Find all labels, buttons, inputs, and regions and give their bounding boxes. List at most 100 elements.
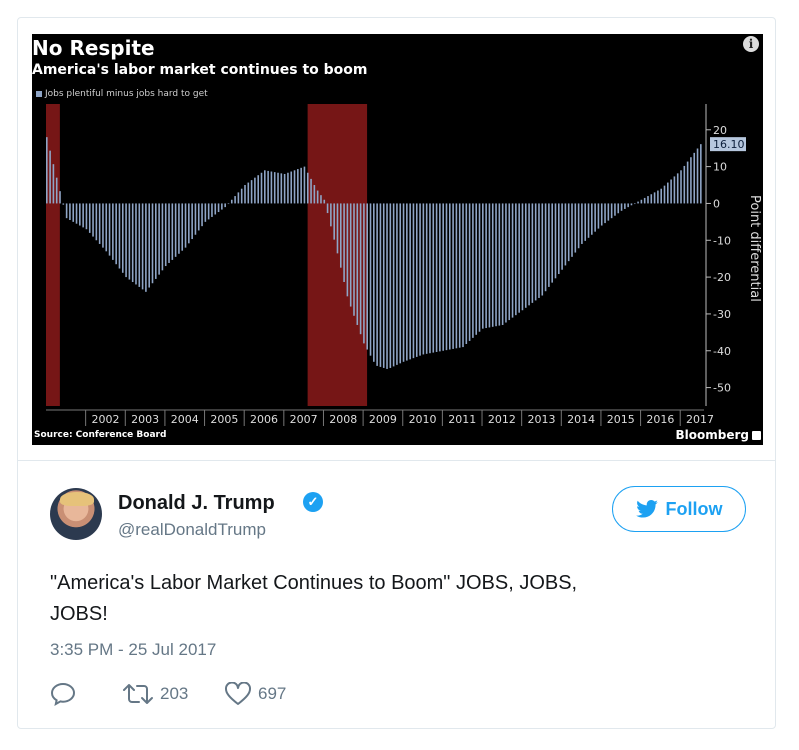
chart-bar [303, 166, 306, 204]
chart-bar [600, 203, 603, 226]
verified-badge-icon: ✓ [303, 492, 323, 512]
chart-bar [346, 203, 349, 297]
y-tick-label: 0 [713, 197, 720, 210]
x-tick-label: 2013 [527, 413, 555, 426]
chart-bar [300, 167, 302, 204]
chart-bar [577, 203, 580, 249]
chart-bar [181, 203, 184, 251]
chart-bar [151, 203, 154, 284]
chart-bar [382, 203, 385, 368]
chart-bar [548, 203, 550, 287]
chart-bar [676, 173, 679, 204]
chart-bar [376, 203, 378, 366]
chart-bar [690, 157, 692, 204]
chart-bar [693, 152, 696, 204]
chart-bar [396, 203, 398, 365]
chart-bar [356, 203, 359, 325]
x-tick-label: 2006 [250, 413, 278, 426]
chart-bar [353, 203, 355, 316]
chart-image[interactable]: 20 10 0 -10 -20 -30 -40 -50 16.10 Point different… [32, 34, 763, 445]
reply-button[interactable] [50, 682, 76, 706]
retweet-button[interactable]: 203 [122, 682, 188, 706]
chart-bar [59, 191, 61, 204]
chart-bar [250, 180, 253, 204]
chart-bar [607, 203, 610, 221]
chart-bar [455, 203, 458, 349]
chart-bar [458, 203, 461, 348]
chart-bar [462, 203, 464, 348]
chart-bar [617, 203, 620, 214]
chart-bar [478, 203, 481, 332]
chart-bar [158, 203, 160, 275]
chart-bar [72, 203, 75, 222]
divider [18, 460, 775, 461]
tweet-text-line-2: JOBS! [50, 603, 108, 625]
y-tick-label: -40 [713, 345, 731, 358]
chart-bar [482, 203, 484, 329]
chart-bar [188, 203, 190, 244]
chart-bar [700, 144, 702, 204]
chart-bar [244, 185, 246, 204]
chart-bar [673, 176, 676, 204]
chart-bar [389, 203, 392, 368]
chart-bar [369, 203, 372, 356]
chart-bar [657, 190, 659, 204]
tweet-card: 20 10 0 -10 -20 -30 -40 -50 16.10 Point different… [17, 17, 776, 729]
chart-bar [485, 203, 487, 329]
chart-legend: Jobs plentiful minus jobs hard to get [36, 89, 208, 99]
avatar[interactable] [50, 488, 102, 540]
chart-bar [237, 192, 240, 204]
x-tick-label: 2015 [607, 413, 635, 426]
chart-bar [591, 203, 593, 235]
chart-bar [171, 203, 174, 260]
x-tick-label: 2017 [686, 413, 714, 426]
chart-bar [141, 203, 144, 290]
chart-bar [432, 203, 435, 353]
chart-bar [465, 203, 468, 345]
chart-bar [85, 203, 88, 230]
x-tick-label: 2012 [488, 413, 516, 426]
follow-button[interactable]: Follow [612, 486, 746, 532]
chart-bar [121, 203, 124, 273]
follow-label: Follow [665, 498, 723, 519]
user-handle[interactable]: @realDonaldTrump [118, 520, 266, 539]
chart-bar [419, 203, 421, 356]
bloomberg-icon [752, 431, 761, 440]
chart-bar [472, 203, 474, 338]
like-button[interactable]: 697 [224, 682, 286, 706]
chart-bar [643, 197, 646, 204]
chart-bar [363, 203, 365, 344]
chart-bar [534, 203, 537, 301]
chart-bar [680, 170, 682, 204]
chart-bar [425, 203, 428, 354]
reply-icon [50, 682, 76, 706]
chart-bar [313, 185, 316, 204]
chart-bar [135, 203, 137, 285]
chart-bar [224, 203, 226, 208]
y-tick-label: -10 [713, 234, 731, 247]
chart-bar [557, 203, 560, 275]
chart-bar [515, 203, 517, 316]
chart-bar [178, 203, 180, 254]
chart-bar [168, 203, 170, 263]
chart-bar [587, 203, 590, 238]
info-icon[interactable]: i [743, 36, 759, 52]
display-name[interactable]: Donald J. Trump [118, 492, 275, 514]
chart-bar [95, 203, 98, 241]
chart-bar [234, 196, 236, 204]
latest-value-label: 16.10 [713, 138, 745, 151]
chart-bar [508, 203, 511, 321]
chart-bar [528, 203, 530, 306]
x-tick-label: 2007 [290, 413, 318, 426]
chart-bar [217, 203, 220, 213]
chart-bar [366, 203, 369, 350]
tweet-timestamp[interactable]: 3:35 PM - 25 Jul 2017 [50, 640, 217, 659]
chart-bar [386, 203, 388, 369]
chart-bar [343, 203, 345, 283]
x-tick-label: 2016 [646, 413, 674, 426]
chart-bar [287, 172, 289, 204]
retweet-count: 203 [160, 684, 189, 703]
chart-bar [551, 203, 553, 283]
chart-bar [488, 203, 491, 328]
tweet-actions: 203 697 [50, 682, 450, 708]
